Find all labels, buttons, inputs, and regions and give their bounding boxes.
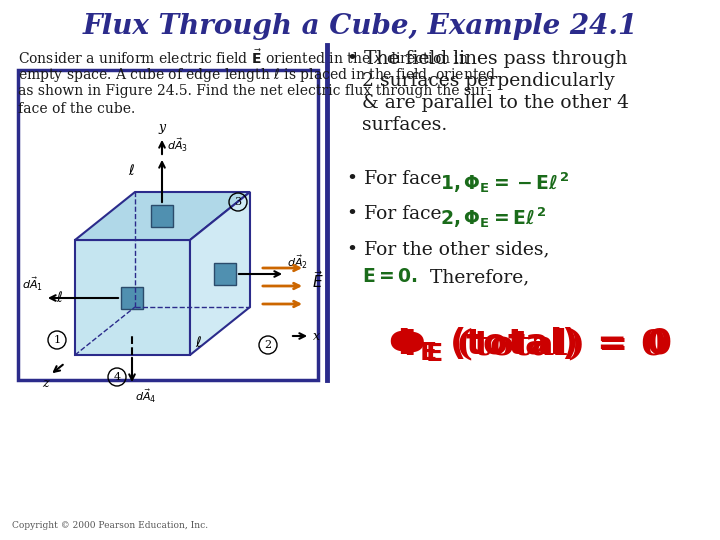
Text: Copyright © 2000 Pearson Education, Inc.: Copyright © 2000 Pearson Education, Inc. <box>12 521 208 530</box>
Text: $d\vec{A}_4$: $d\vec{A}_4$ <box>135 387 156 404</box>
Text: z: z <box>42 377 48 390</box>
Polygon shape <box>214 263 236 285</box>
Text: Flux Through a Cube, Example 24.1: Flux Through a Cube, Example 24.1 <box>82 13 638 40</box>
Polygon shape <box>75 192 250 240</box>
Text: $d\vec{A}_3$: $d\vec{A}_3$ <box>167 137 188 154</box>
Text: $\mathbf{\Phi_E\ (total)\ =\ 0}$: $\mathbf{\Phi_E\ (total)\ =\ 0}$ <box>388 325 672 362</box>
Text: as shown in Figure 24.5. Find the net electric flux through the sur-: as shown in Figure 24.5. Find the net el… <box>18 84 492 98</box>
Text: $\mathbf{E = 0.}$: $\mathbf{E = 0.}$ <box>362 268 418 286</box>
Text: empty space. A cube of edge length $\ell$ is placed in the field, oriented: empty space. A cube of edge length $\ell… <box>18 66 496 84</box>
Text: $\ell$: $\ell$ <box>128 163 135 178</box>
Polygon shape <box>190 192 250 355</box>
Text: 2 surfaces perpendicularly: 2 surfaces perpendicularly <box>362 72 615 90</box>
Text: y: y <box>158 121 166 134</box>
Text: • For face: • For face <box>347 205 448 223</box>
Text: surfaces.: surfaces. <box>362 116 447 134</box>
Text: 2: 2 <box>264 340 271 350</box>
Text: face of the cube.: face of the cube. <box>18 102 135 116</box>
Text: • For face: • For face <box>347 170 448 188</box>
Text: Therefore,: Therefore, <box>424 268 529 286</box>
Text: • The field lines pass through: • The field lines pass through <box>347 50 627 68</box>
Text: $\mathbf{1, \Phi_E = -E\ell^{\,2}}$: $\mathbf{1, \Phi_E = -E\ell^{\,2}}$ <box>440 170 570 195</box>
Polygon shape <box>121 287 143 309</box>
Text: 3: 3 <box>235 197 242 207</box>
Text: $\vec{E}$: $\vec{E}$ <box>312 271 323 292</box>
Text: 1: 1 <box>53 335 60 345</box>
Text: • For the other sides,: • For the other sides, <box>347 240 549 258</box>
Text: $\mathbf{2, \Phi_E = E\ell^{\,2}}$: $\mathbf{2, \Phi_E = E\ell^{\,2}}$ <box>440 205 546 230</box>
Text: $\ell$: $\ell$ <box>56 291 63 306</box>
Text: & are parallel to the other 4: & are parallel to the other 4 <box>362 94 629 112</box>
Text: 4: 4 <box>114 372 120 382</box>
Polygon shape <box>75 240 190 355</box>
Text: $\mathbf{\Phi_E}$ (total) = 0: $\mathbf{\Phi_E}$ (total) = 0 <box>394 325 666 363</box>
Text: $d\vec{A}_1$: $d\vec{A}_1$ <box>22 275 43 293</box>
Text: $d\vec{A}_2$: $d\vec{A}_2$ <box>287 253 308 271</box>
Text: Consider a uniform electric field $\vec{\mathbf{E}}$ oriented in the $x$ directi: Consider a uniform electric field $\vec{… <box>18 48 469 66</box>
Text: $\ell$: $\ell$ <box>195 335 202 350</box>
FancyBboxPatch shape <box>18 70 318 380</box>
Text: x: x <box>313 329 320 342</box>
Polygon shape <box>151 205 173 227</box>
